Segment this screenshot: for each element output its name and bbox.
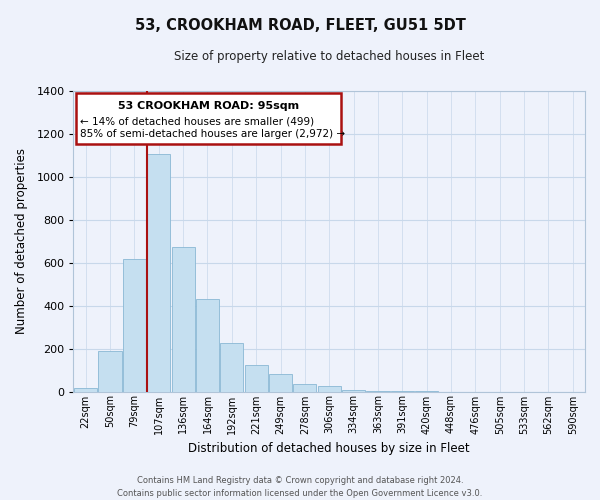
Bar bbox=[98, 350, 122, 392]
Bar bbox=[220, 343, 244, 392]
Bar bbox=[123, 260, 146, 392]
Text: 53 CROOKHAM ROAD: 95sqm: 53 CROOKHAM ROAD: 95sqm bbox=[118, 102, 299, 112]
Bar bbox=[76, 92, 341, 144]
Text: 53, CROOKHAM ROAD, FLEET, GU51 5DT: 53, CROOKHAM ROAD, FLEET, GU51 5DT bbox=[134, 18, 466, 32]
Bar bbox=[172, 248, 194, 392]
Bar bbox=[147, 154, 170, 392]
X-axis label: Distribution of detached houses by size in Fleet: Distribution of detached houses by size … bbox=[188, 442, 470, 455]
Text: Contains HM Land Registry data © Crown copyright and database right 2024.
Contai: Contains HM Land Registry data © Crown c… bbox=[118, 476, 482, 498]
Text: 85% of semi-detached houses are larger (2,972) →: 85% of semi-detached houses are larger (… bbox=[80, 130, 345, 140]
Bar bbox=[74, 388, 97, 392]
Bar bbox=[367, 391, 389, 392]
Bar bbox=[196, 299, 219, 392]
Bar bbox=[317, 386, 341, 392]
Bar bbox=[245, 364, 268, 392]
Title: Size of property relative to detached houses in Fleet: Size of property relative to detached ho… bbox=[174, 50, 484, 63]
Bar bbox=[293, 384, 316, 392]
Text: ← 14% of detached houses are smaller (499): ← 14% of detached houses are smaller (49… bbox=[80, 116, 314, 126]
Bar bbox=[342, 390, 365, 392]
Y-axis label: Number of detached properties: Number of detached properties bbox=[15, 148, 28, 334]
Bar bbox=[269, 374, 292, 392]
